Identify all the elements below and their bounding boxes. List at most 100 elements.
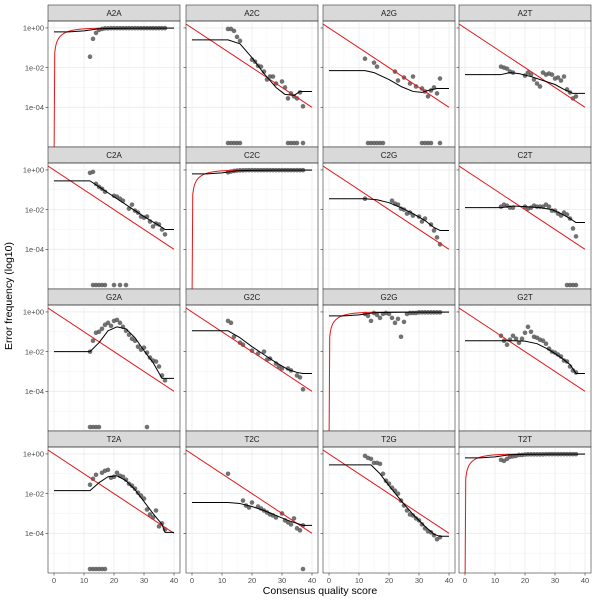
data-point (573, 282, 579, 288)
strip-label-a2a: A2A (106, 9, 122, 18)
strip-label-t2a: T2A (107, 435, 122, 444)
data-point (261, 349, 267, 354)
data-point (285, 96, 291, 101)
strip-label-t2g: T2G (381, 435, 397, 444)
data-point (428, 140, 434, 146)
strip-label-c2a: C2A (106, 151, 122, 160)
data-point (288, 522, 294, 527)
grid-t2c (186, 447, 318, 573)
data-point (573, 234, 579, 239)
data-point (135, 344, 141, 349)
facet-panel-g2c: G2C (183, 288, 319, 432)
y-tick-label: 1e-04 (25, 529, 44, 538)
data-point (395, 78, 401, 83)
strip-label-g2g: G2G (381, 293, 398, 302)
facet-panel-g2t: G2T (456, 288, 592, 432)
data-point (90, 338, 96, 344)
data-point (510, 333, 516, 339)
data-point (231, 28, 237, 34)
data-point (437, 242, 443, 247)
plot-area-t2c (186, 449, 313, 572)
plot-area-c2t (459, 165, 586, 288)
plot-area-t2a (48, 449, 175, 572)
plot-area-a2g (323, 23, 450, 146)
data-point (389, 315, 395, 321)
data-point (395, 316, 401, 322)
data-point (389, 198, 395, 203)
data-point (102, 282, 108, 288)
data-point (225, 471, 231, 477)
data-point (410, 513, 416, 518)
strip-label-c2g: C2G (381, 151, 397, 160)
fitted-error-line (465, 205, 585, 224)
data-point (294, 96, 300, 101)
y-tick-label: 1e-04 (25, 103, 44, 112)
data-point (549, 72, 555, 77)
data-point (362, 56, 368, 61)
plot-area-g2t (459, 307, 586, 392)
data-point (300, 140, 306, 146)
grid-a2g (323, 21, 455, 147)
data-point (114, 317, 120, 323)
x-tick-label: 10 (80, 576, 88, 585)
data-point (401, 319, 407, 325)
data-point (437, 140, 443, 146)
data-point (297, 528, 303, 533)
data-point (99, 326, 105, 332)
data-point (419, 219, 425, 224)
data-point (543, 341, 549, 346)
data-point (90, 169, 96, 175)
nominal-error-line (186, 449, 313, 534)
facet-panel-t2g: T2G 0 10 20 30 40 (320, 430, 456, 585)
fitted-error-line (54, 326, 174, 379)
data-point (431, 228, 437, 233)
plot-area-g2g (328, 310, 449, 431)
data-point (374, 64, 380, 69)
x-tick-label: 20 (248, 576, 256, 585)
fitted-error-line (192, 39, 312, 96)
grid-c2t (459, 163, 591, 289)
data-point (234, 34, 240, 40)
data-point (537, 84, 543, 89)
data-point (410, 74, 416, 79)
strip-label-c2t: C2T (517, 151, 532, 160)
data-point (570, 226, 576, 231)
data-point (419, 522, 425, 527)
data-point (561, 74, 567, 79)
data-point (96, 329, 102, 335)
data-point (273, 361, 279, 366)
fitted-error-line (54, 475, 174, 533)
facet-panel-t2a: T2A 1e+00 1e-02 1e-04 0 10 20 30 40 (23, 430, 181, 585)
x-tick-label: 10 (218, 576, 226, 585)
fitted-error-line (329, 311, 449, 317)
fitted-error-line (192, 169, 312, 175)
plot-area-t2g (323, 449, 450, 542)
fitted-error-line (54, 27, 174, 33)
grid-a2a (48, 21, 180, 147)
data-point (93, 181, 99, 187)
nominal-error-line (323, 165, 450, 250)
data-point (156, 222, 162, 227)
nominal-error-line (459, 23, 586, 108)
data-point (87, 482, 93, 488)
x-tick-label: 20 (385, 576, 393, 585)
data-point (504, 66, 510, 71)
data-point (528, 72, 534, 77)
data-point (519, 336, 525, 342)
data-point (300, 566, 306, 572)
data-point (279, 366, 285, 371)
x-tick-label: 10 (491, 576, 499, 585)
data-point (392, 320, 398, 326)
fitted-error-line (465, 340, 585, 374)
x-tick-label: 40 (581, 576, 589, 585)
data-point (87, 54, 93, 60)
grid-t2g (323, 447, 455, 573)
grid-c2a (48, 163, 180, 289)
grid-g2t (459, 305, 591, 431)
grid-c2g (323, 163, 455, 289)
plot-area-g2c (186, 307, 313, 392)
data-point (291, 516, 297, 521)
fitted-error-line (54, 180, 174, 230)
data-point (368, 318, 374, 324)
